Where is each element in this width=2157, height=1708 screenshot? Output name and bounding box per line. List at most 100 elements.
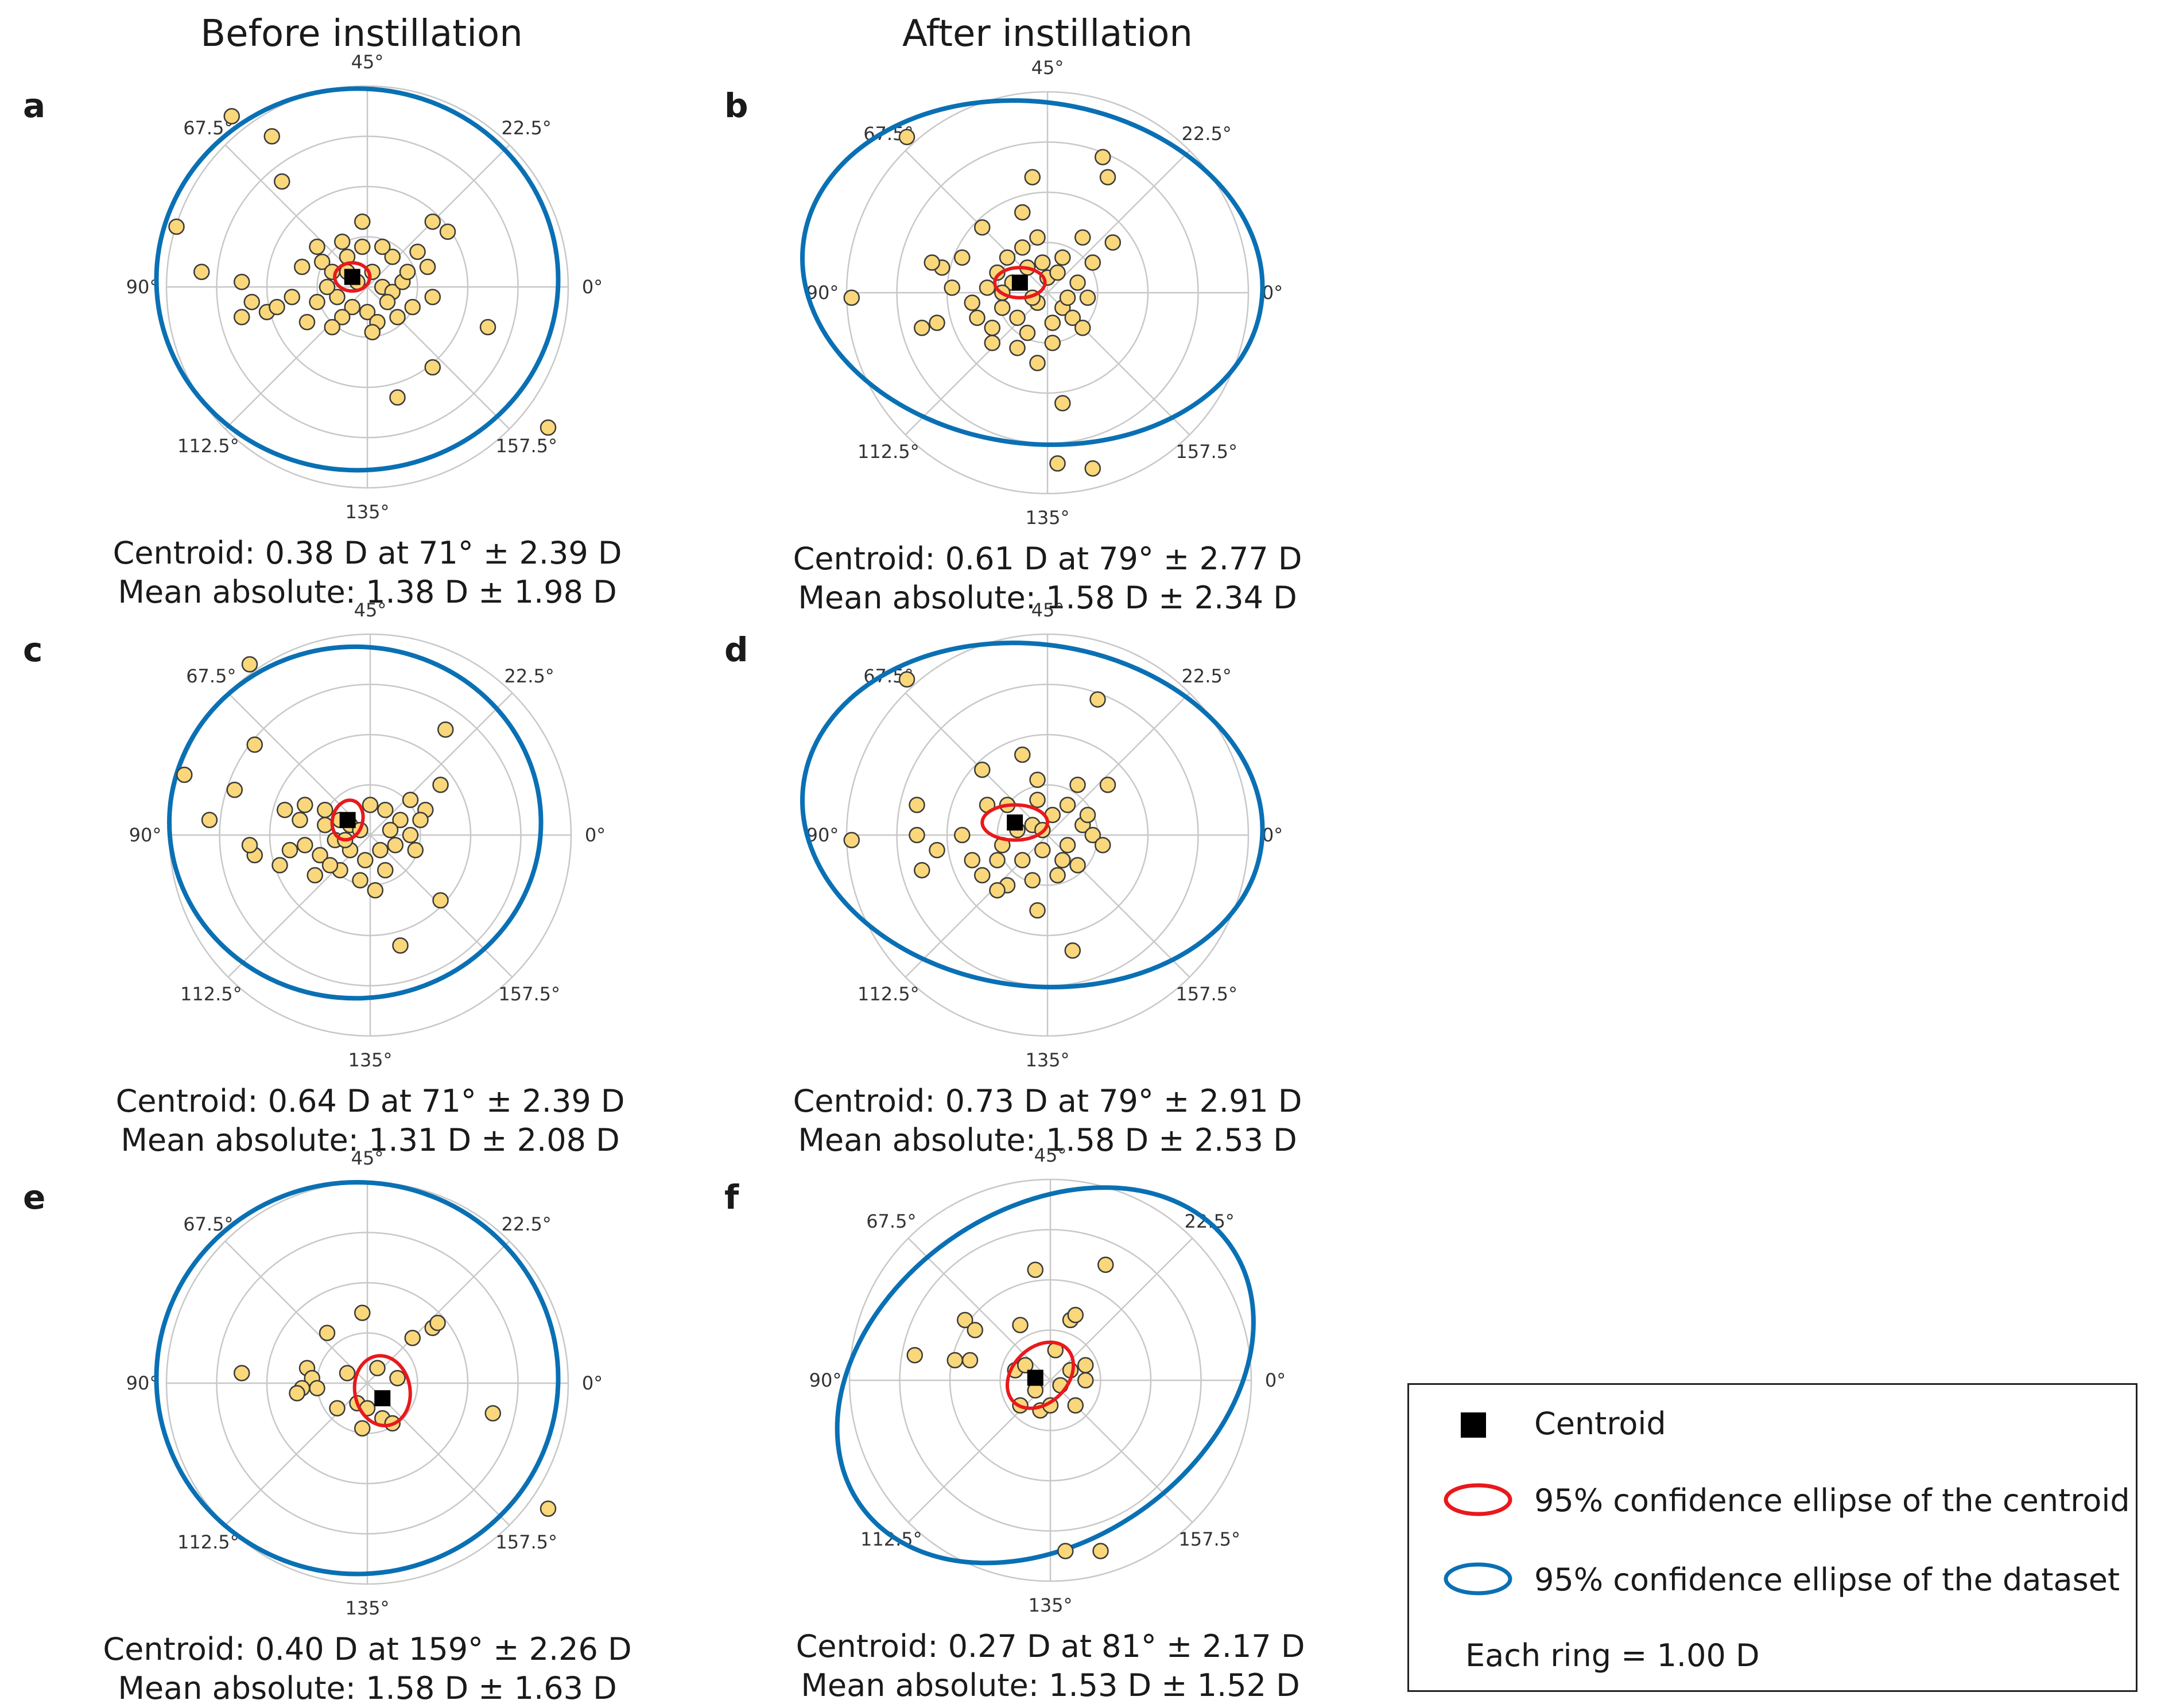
data-point — [1044, 335, 1061, 351]
dataset-confidence-ellipse — [167, 644, 544, 1001]
panel-letter-b: b — [724, 86, 748, 125]
data-point — [954, 826, 971, 844]
data-point — [914, 320, 930, 336]
dataset-confidence-ellipse — [800, 640, 1265, 989]
centroid-marker — [1027, 1369, 1043, 1386]
data-point — [1049, 455, 1066, 472]
data-point — [909, 826, 925, 844]
data-point — [1054, 395, 1071, 412]
polar-plot-d: 0°22.5°45°67.5°90°112.5°135°157.5° — [800, 599, 1283, 1071]
data-point — [979, 280, 996, 296]
data-point — [929, 315, 945, 331]
dataset-confidence-ellipse — [800, 98, 1265, 447]
data-point — [404, 1330, 421, 1346]
panel-b-caption-2: Mean absolute: 1.58 D ± 2.34 D — [798, 580, 1297, 616]
data-point — [1084, 826, 1101, 844]
data-point — [377, 862, 394, 879]
angle-label: 112.5° — [177, 1531, 239, 1553]
angle-label: 112.5° — [858, 983, 920, 1005]
data-point — [437, 721, 454, 738]
polar-plot-e: 0°22.5°45°67.5°90°112.5°135°157.5° — [126, 1147, 603, 1619]
data-point — [277, 802, 293, 818]
data-point — [1099, 169, 1116, 185]
angle-label: 135° — [1025, 1049, 1069, 1071]
data-point — [269, 298, 285, 316]
data-point — [1077, 1357, 1094, 1373]
data-point — [1084, 460, 1101, 477]
panel-e-caption-1: Centroid: 0.40 D at 159° ± 2.26 D — [103, 1631, 632, 1667]
data-point — [989, 264, 1006, 281]
data-point — [1064, 942, 1081, 959]
panel-d-caption-2: Mean absolute: 1.58 D ± 2.53 D — [798, 1122, 1297, 1158]
data-point — [439, 223, 456, 240]
data-point — [432, 777, 449, 793]
panel-letter-a: a — [23, 86, 46, 125]
data-point — [909, 797, 925, 813]
data-point — [352, 872, 368, 888]
data-point — [1019, 324, 1036, 341]
data-point — [246, 736, 263, 753]
centroid-marker — [374, 1390, 391, 1407]
data-point — [234, 274, 250, 290]
dataset-ellipse-legend-icon — [1444, 1562, 1512, 1596]
centroid-marker — [1011, 274, 1028, 291]
data-point — [1067, 1397, 1084, 1414]
data-point — [429, 1314, 446, 1332]
angle-label: 22.5° — [1182, 665, 1232, 687]
data-point — [929, 842, 945, 859]
data-point — [898, 671, 915, 688]
data-point — [263, 128, 280, 145]
data-point — [404, 298, 421, 316]
angle-label: 67.5° — [186, 665, 236, 687]
data-point — [382, 822, 399, 839]
panel-c-caption-1: Centroid: 0.64 D at 71° ± 2.39 D — [115, 1083, 625, 1119]
data-point — [359, 304, 376, 320]
data-point — [1084, 254, 1101, 271]
data-point — [354, 214, 371, 230]
angle-label: 135° — [345, 501, 389, 523]
data-point — [1049, 867, 1066, 884]
data-point — [234, 1365, 250, 1381]
data-point — [297, 797, 313, 813]
data-point — [367, 882, 383, 899]
data-point — [389, 309, 406, 325]
data-point — [241, 656, 258, 673]
data-point — [479, 319, 496, 336]
angle-label: 135° — [1025, 507, 1069, 529]
data-point — [1089, 691, 1106, 708]
panel-letter-d: d — [724, 630, 748, 669]
panel-letter-e: e — [23, 1178, 46, 1217]
grid-spoke — [1050, 1237, 1193, 1381]
grid-spoke — [227, 834, 371, 978]
data-point — [1009, 340, 1026, 356]
data-point — [234, 309, 250, 325]
grid-spoke — [367, 286, 510, 430]
data-point — [484, 1405, 501, 1422]
data-point — [392, 812, 409, 828]
data-point — [281, 842, 298, 859]
angle-label: 45° — [351, 1147, 384, 1169]
data-point — [339, 1365, 356, 1381]
centroid-marker — [339, 812, 356, 828]
data-point — [1059, 289, 1076, 306]
data-point — [307, 867, 323, 884]
panel-f-caption-1: Centroid: 0.27 D at 81° ± 2.17 D — [796, 1628, 1305, 1664]
data-point — [906, 1347, 923, 1364]
data-point — [1097, 1256, 1114, 1273]
angle-label: 0° — [585, 824, 606, 846]
data-point — [317, 802, 333, 818]
data-point — [344, 298, 360, 316]
grid-spoke — [367, 1383, 510, 1526]
dataset-confidence-ellipse — [835, 1185, 1256, 1566]
data-point — [334, 309, 351, 325]
polar-plot-c: 0° 22.5° 45° 67.5° 90° 112.5° 135° 157.5° — [129, 599, 606, 1071]
data-point — [1014, 239, 1031, 256]
data-point — [1064, 309, 1081, 326]
data-point — [168, 218, 185, 235]
data-point — [1009, 309, 1026, 326]
data-point — [999, 249, 1016, 266]
data-point — [957, 1311, 973, 1329]
data-point — [1034, 842, 1051, 859]
data-point — [193, 263, 210, 280]
angle-label: 0° — [1262, 824, 1283, 846]
